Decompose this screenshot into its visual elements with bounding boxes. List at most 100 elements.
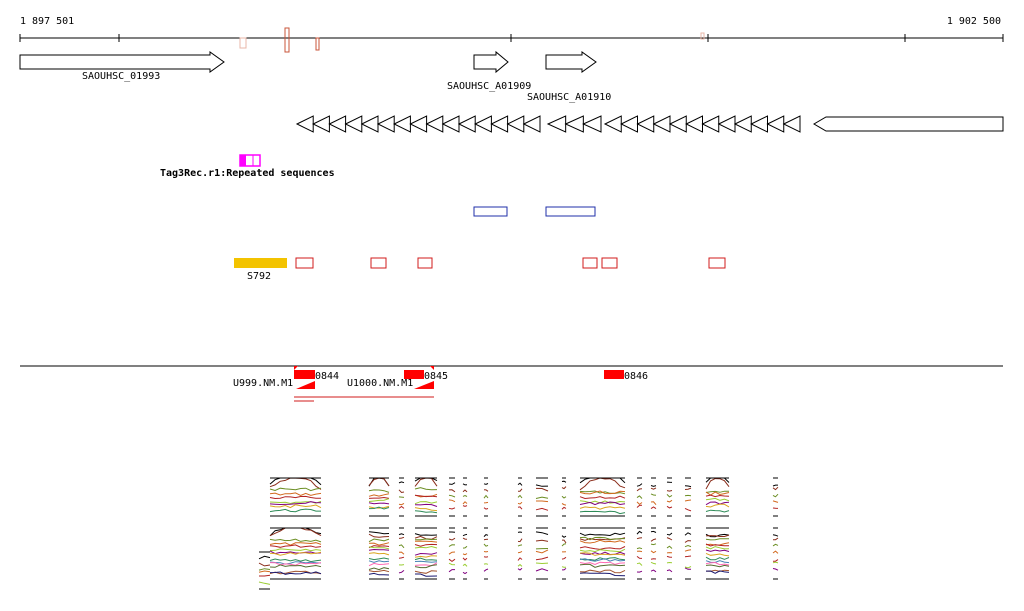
- repeat-arrow[interactable]: [652, 115, 671, 133]
- repeat-arrow[interactable]: [522, 115, 541, 133]
- repeat-arrow[interactable]: [360, 115, 379, 133]
- expression-column[interactable]: [535, 477, 549, 517]
- expression-column[interactable]: [483, 527, 489, 580]
- repeat-arrow[interactable]: [750, 115, 768, 133]
- repeat-arrow[interactable]: [441, 115, 460, 133]
- expression-column[interactable]: [705, 527, 730, 580]
- expression-column[interactable]: [579, 477, 626, 517]
- expression-line: [684, 555, 692, 558]
- expression-column[interactable]: [666, 477, 673, 517]
- motif-box[interactable]: [708, 257, 726, 269]
- expression-line: [398, 502, 405, 506]
- expression-column[interactable]: [705, 477, 730, 517]
- repeat-arrow[interactable]: [717, 115, 736, 133]
- expression-column[interactable]: [368, 527, 390, 580]
- probe-box[interactable]: [404, 370, 424, 379]
- repeat-arrow[interactable]: [782, 115, 801, 133]
- expression-column[interactable]: [684, 477, 692, 517]
- repeat-arrow[interactable]: [603, 115, 622, 133]
- expression-line: [636, 488, 643, 492]
- expression-column[interactable]: [414, 477, 438, 517]
- expression-column[interactable]: [636, 477, 643, 517]
- repeat-arrow[interactable]: [701, 115, 720, 133]
- expression-column[interactable]: [398, 527, 405, 580]
- motif-box[interactable]: [582, 257, 598, 269]
- expression-column[interactable]: [368, 477, 390, 517]
- expression-column[interactable]: [517, 527, 523, 580]
- repeat-arrow[interactable]: [620, 115, 638, 133]
- expression-column[interactable]: [666, 527, 673, 580]
- expression-line: [414, 503, 438, 507]
- repeat-arrow[interactable]: [425, 115, 444, 133]
- expression-line: [535, 531, 549, 535]
- repeat-arrow[interactable]: [636, 115, 655, 133]
- expression-column[interactable]: [462, 527, 468, 580]
- expression-column[interactable]: [561, 477, 567, 517]
- repeat-arrow[interactable]: [582, 115, 602, 133]
- repeat-arrow[interactable]: [312, 115, 330, 133]
- motif-box[interactable]: [370, 257, 387, 269]
- srna-feature-box[interactable]: [234, 258, 287, 268]
- repeat-arrow[interactable]: [546, 115, 567, 133]
- repeat-arrow[interactable]: [733, 115, 752, 133]
- expression-column[interactable]: [579, 527, 626, 580]
- expression-line: [579, 552, 626, 556]
- expression-line: [483, 501, 489, 504]
- repeat-arrow[interactable]: [685, 115, 703, 133]
- expression-line: [772, 486, 779, 491]
- expression-column[interactable]: [414, 527, 438, 580]
- expression-column[interactable]: [684, 527, 692, 580]
- repeat-arrow[interactable]: [328, 115, 347, 133]
- expression-line: [368, 546, 390, 550]
- gene-arrow-saouhsc-a01909[interactable]: [473, 50, 509, 74]
- expression-line: [517, 538, 523, 543]
- expression-line: [535, 568, 549, 572]
- repeat-arrow[interactable]: [564, 115, 584, 133]
- expression-line: [684, 544, 692, 548]
- expression-line: [773, 537, 779, 541]
- reverse-gene-arrow[interactable]: [813, 116, 1004, 132]
- motif-box[interactable]: [295, 257, 314, 269]
- repeat-arrow[interactable]: [490, 115, 509, 133]
- motif-box[interactable]: [601, 257, 618, 269]
- repeat-arrow[interactable]: [409, 115, 428, 133]
- gene-arrow-saouhsc-01993[interactable]: [19, 51, 225, 73]
- expression-column[interactable]: [535, 527, 549, 580]
- repeat-arrow[interactable]: [668, 115, 687, 133]
- domain-box[interactable]: [545, 206, 596, 217]
- expression-column[interactable]: [448, 527, 456, 580]
- expression-column[interactable]: [483, 477, 489, 517]
- repeat-arrow[interactable]: [506, 115, 525, 133]
- gene-track: SAOUHSC_01993 SAOUHSC_A01909 SAOUHSC_A01…: [19, 50, 611, 103]
- expression-column[interactable]: [561, 527, 567, 580]
- repeat-arrow[interactable]: [457, 115, 476, 133]
- domain-box[interactable]: [473, 206, 508, 217]
- expression-column[interactable]: [269, 477, 322, 517]
- expression-column[interactable]: [269, 527, 322, 580]
- repeat-arrow[interactable]: [295, 115, 314, 133]
- gene-arrow-saouhsc-a01910[interactable]: [545, 51, 597, 73]
- repeat-arrow[interactable]: [474, 115, 492, 133]
- expression-column[interactable]: [650, 527, 657, 580]
- expression-column[interactable]: [398, 477, 405, 517]
- expression-line: [414, 538, 438, 541]
- expression-column[interactable]: [772, 527, 779, 580]
- expression-column[interactable]: [772, 477, 779, 517]
- expression-line: [684, 487, 692, 490]
- repeat-arrow[interactable]: [376, 115, 395, 133]
- probe-box[interactable]: [604, 370, 624, 379]
- expression-column[interactable]: [636, 527, 643, 580]
- expression-line: [517, 563, 523, 567]
- expression-line: [462, 533, 468, 537]
- motif-box[interactable]: [417, 257, 433, 269]
- expression-line: [666, 569, 673, 573]
- expression-column[interactable]: [448, 477, 456, 517]
- repeat-arrow[interactable]: [344, 115, 363, 133]
- repeat-arrow[interactable]: [393, 115, 411, 133]
- probe-box[interactable]: [294, 370, 315, 379]
- expression-column[interactable]: [462, 477, 468, 517]
- repeat-arrow[interactable]: [766, 115, 785, 133]
- expression-column[interactable]: [650, 477, 657, 517]
- expression-column[interactable]: [517, 477, 523, 517]
- expression-column[interactable]: [258, 551, 271, 590]
